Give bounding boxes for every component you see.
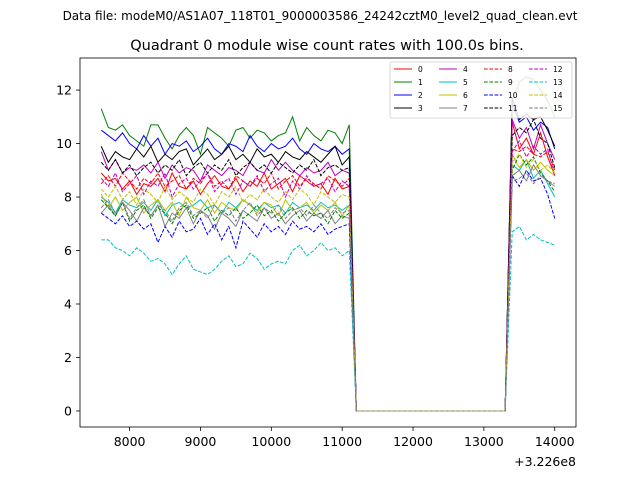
legend-label-7: 7 — [463, 104, 468, 113]
legend-label-3: 3 — [418, 104, 423, 113]
y-tick-label: 2 — [64, 350, 72, 365]
legend-label-13: 13 — [553, 78, 563, 87]
series-line-8 — [100, 145, 556, 412]
legend-label-6: 6 — [463, 91, 468, 100]
series-line-12 — [100, 139, 556, 412]
series-line-15 — [100, 172, 555, 412]
legend-label-12: 12 — [553, 65, 563, 74]
x-tick-label: 9000 — [185, 434, 217, 449]
x-tick-label: 10000 — [251, 434, 291, 449]
y-tick-label: 12 — [56, 83, 72, 98]
x-axis: 8000 9000 10000 11000 12000 13000 14000 — [114, 427, 575, 449]
legend-label-15: 15 — [553, 104, 563, 113]
x-tick-label: 13000 — [464, 434, 504, 449]
y-tick-label: 0 — [64, 403, 72, 418]
y-tick-label: 4 — [64, 297, 72, 312]
legend-label-2: 2 — [418, 91, 423, 100]
legend-label-9: 9 — [508, 78, 513, 87]
y-tick-label: 6 — [64, 243, 72, 258]
y-axis: 0 2 4 6 8 10 12 — [56, 83, 80, 418]
legend-label-10: 10 — [508, 91, 518, 100]
x-tick-label: 14000 — [535, 434, 575, 449]
series-line-13 — [101, 225, 555, 412]
legend-box — [389, 61, 573, 119]
x-tick-label: 12000 — [393, 434, 433, 449]
x-tick-label: 11000 — [322, 434, 362, 449]
plot-area — [80, 58, 576, 427]
y-tick-label: 8 — [64, 190, 72, 205]
legend-label-14: 14 — [553, 91, 563, 100]
legend-label-1: 1 — [418, 78, 423, 87]
series-layer — [100, 76, 556, 412]
legend-label-0: 0 — [418, 65, 423, 74]
chart-title: Quadrant 0 module wise count rates with … — [130, 38, 524, 54]
y-tick-label: 10 — [56, 136, 72, 151]
legend-label-4: 4 — [463, 65, 468, 74]
legend-label-11: 11 — [508, 104, 518, 113]
x-tick-label: 8000 — [114, 434, 146, 449]
series-line-9 — [100, 153, 556, 412]
suptitle: Data file: modeM0/AS1A07_118T01_90000035… — [63, 9, 578, 23]
axes-frame — [79, 57, 577, 428]
series-line-14 — [100, 153, 556, 412]
x-offset-label: +3.226e8 — [514, 454, 576, 469]
legend-label-5: 5 — [463, 78, 468, 87]
legend-label-8: 8 — [508, 65, 513, 74]
